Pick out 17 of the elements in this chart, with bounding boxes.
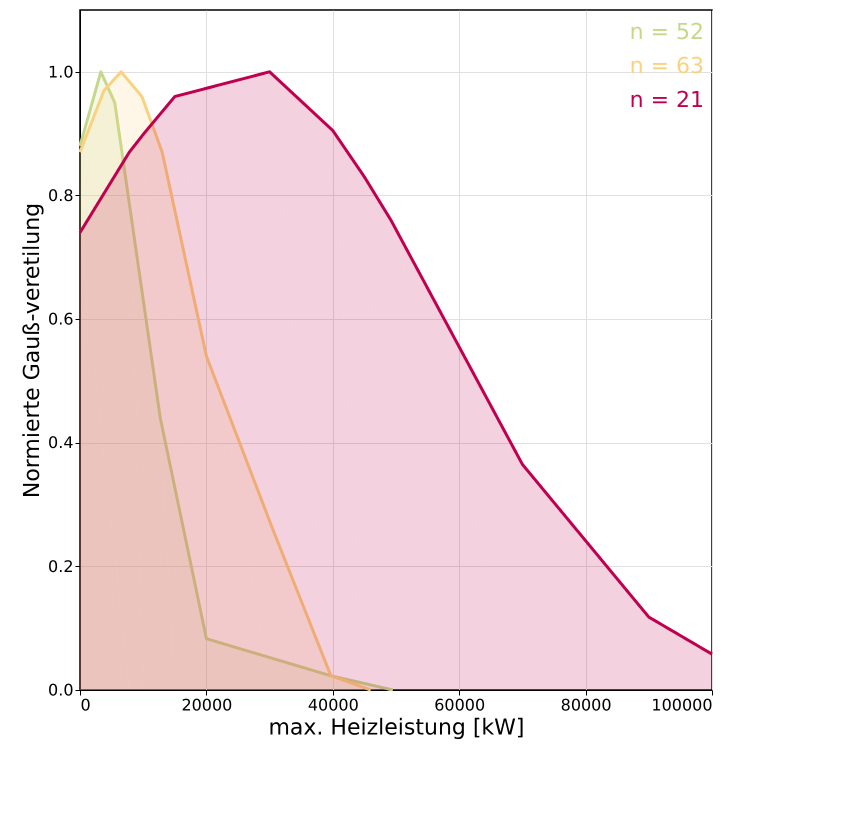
x-tick-label: 100000	[651, 696, 712, 714]
x-tick-label: 40000	[308, 696, 359, 714]
text: n = 21	[630, 88, 704, 113]
y-tick-label: 0.8	[48, 186, 74, 205]
x-tick-label: 0	[80, 696, 91, 714]
text: n = 52	[630, 20, 704, 45]
x-tick-label: 60000	[434, 696, 486, 714]
y-axis-title: Normierte Gauß-veretilung	[20, 202, 46, 498]
x-tick-label: 80000	[560, 696, 612, 714]
text: n = 63	[630, 54, 704, 79]
y-tick-label: 0.4	[48, 433, 74, 452]
y-tick-label: 1.0	[48, 62, 74, 82]
x-tick-label: 20000	[181, 696, 232, 714]
y-tick-label: 0.6	[48, 310, 74, 329]
y-tick-label: 0.2	[48, 556, 74, 576]
x-axis-title: max. Heizleistung [kW]	[268, 716, 525, 740]
y-tick-label: 0.0	[48, 680, 74, 700]
